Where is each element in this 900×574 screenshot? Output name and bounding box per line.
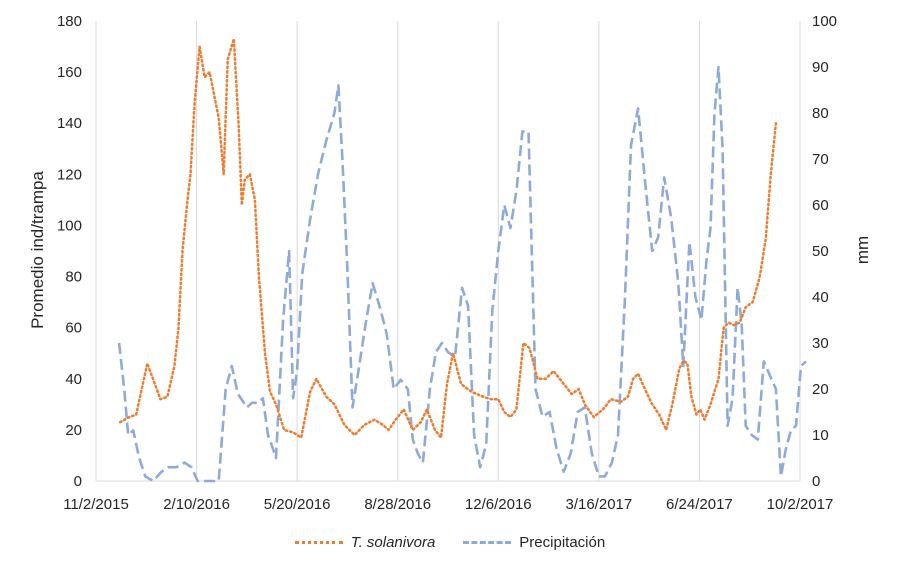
y-axis-title-left: Promedio ind/trampa [28, 171, 47, 329]
x-tick-label: 8/28/2016 [364, 496, 431, 513]
y-tick-label-left: 140 [57, 115, 82, 132]
y-tick-label-right: 10 [812, 427, 829, 444]
legend-item-t-solanivora: T. solanivora [294, 533, 436, 551]
y-tick-label-right: 40 [812, 289, 829, 306]
y-tick-label-left: 80 [65, 269, 82, 286]
series-layer [117, 37, 807, 483]
x-tick-label: 6/24/2017 [666, 496, 733, 513]
x-tick-label: 3/16/2017 [565, 496, 632, 513]
legend-item-precipitacion: Precipitación [463, 534, 605, 551]
y-tick-label-left: 20 [65, 422, 82, 439]
y-tick-label-left: 40 [65, 371, 82, 388]
y-tick-label-right: 70 [812, 151, 829, 168]
tick-labels: 11/2/2015 2/10/2016 5/20/2016 8/28/2016 12/6… [57, 13, 837, 513]
y-tick-label-right: 80 [812, 105, 829, 122]
y-tick-label-left: 60 [65, 320, 82, 337]
y-tick-label-right: 60 [812, 197, 829, 214]
x-tick-label: 12/6/2016 [465, 496, 532, 513]
y-tick-label-right: 30 [812, 335, 829, 352]
y-tick-label-left: 180 [57, 13, 82, 30]
y-tick-label-right: 100 [812, 13, 837, 30]
y-tick-label-left: 0 [74, 473, 82, 490]
legend-swatch-precipitacion [463, 540, 512, 544]
y-tick-label-left: 120 [57, 166, 82, 183]
legend-label-t-solanivora: T. solanivora [350, 533, 436, 551]
y-tick-label-right: 0 [812, 473, 820, 490]
x-tick-label: 10/2/2017 [767, 496, 834, 513]
legend-swatch-t-solanivora [294, 540, 343, 544]
y-tick-label-right: 20 [812, 381, 829, 398]
y-tick-label-left: 160 [57, 64, 82, 81]
series-line-t-solanivora [118, 37, 778, 439]
y-axis-title-right: mm [853, 236, 872, 264]
x-tick-label: 5/20/2016 [264, 496, 331, 513]
y-tick-label-right: 50 [812, 243, 829, 260]
y-tick-label-right: 90 [812, 59, 829, 76]
x-tick-label: 2/10/2016 [163, 496, 230, 513]
x-tick-label: 11/2/2015 [63, 496, 129, 513]
series-line-precipitacion [117, 65, 807, 483]
y-tick-label-left: 100 [57, 217, 82, 234]
grid [95, 21, 801, 481]
legend: T. solanivora Precipitación [0, 527, 900, 557]
legend-label-precipitacion: Precipitación [519, 533, 606, 551]
